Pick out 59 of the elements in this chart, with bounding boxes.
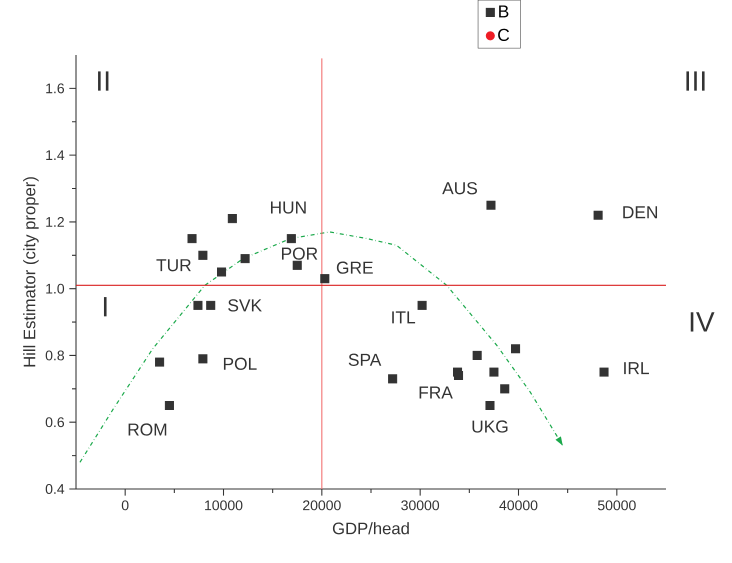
annotation: DEN (623, 206, 658, 218)
point (286, 234, 296, 244)
x-tick-label: 20000 (303, 500, 341, 510)
point (155, 358, 164, 367)
point (206, 300, 216, 310)
point (489, 368, 498, 377)
y-tick-label: 0.8 (46, 350, 64, 360)
x-axis-title: GDP/head (332, 522, 409, 534)
point (193, 300, 202, 310)
point (600, 368, 609, 377)
point (216, 267, 226, 277)
y-tick-label: 1.6 (46, 83, 64, 94)
annotation: POL (224, 358, 257, 370)
point (164, 400, 174, 410)
annotation: SPA (348, 354, 382, 366)
annotation: POR (282, 247, 318, 260)
point (292, 260, 302, 270)
annotation: II (98, 71, 108, 91)
annotation: ROM (128, 423, 166, 436)
text: IV (690, 312, 714, 332)
annotation: TUR (156, 259, 191, 272)
x-tick-label: 40000 (499, 500, 538, 510)
annotation: AUS (442, 182, 477, 194)
point (485, 400, 495, 410)
x-tick-label: 0 (122, 500, 129, 510)
annotation: GRE (336, 262, 373, 274)
legend-label: C (498, 28, 510, 41)
annotation: I (104, 297, 107, 316)
text: III (686, 71, 705, 91)
point (240, 254, 250, 264)
y-axis-title: Hill Estimator (city proper) (23, 177, 39, 366)
point (320, 274, 330, 284)
annotation: HUN (270, 202, 306, 214)
annotation: IRL (624, 362, 649, 374)
y-tick-label: 0.6 (46, 417, 64, 428)
x-tick-label: 50000 (598, 500, 636, 510)
point (511, 344, 520, 354)
annotation: FRA (420, 386, 453, 398)
annotation: SVK (228, 299, 262, 312)
y-tick-label: 1.4 (46, 150, 64, 160)
y-tick-label: 1.0 (46, 284, 64, 294)
point (500, 384, 510, 394)
y-tick-label: 0.4 (46, 484, 64, 494)
point (486, 200, 496, 210)
point (187, 234, 197, 244)
point (418, 300, 427, 310)
point (594, 210, 603, 220)
x-tick-label: 30000 (401, 500, 440, 510)
x-tick-label: 10000 (205, 500, 242, 510)
point (388, 374, 398, 384)
point (228, 214, 237, 224)
point (472, 350, 482, 360)
legend-label: B (499, 5, 508, 18)
y-tick-label: 1.2 (46, 217, 64, 227)
point (198, 354, 208, 364)
point (454, 370, 464, 380)
point (198, 250, 208, 260)
annotation: ITL (392, 311, 416, 324)
annotation: UKG (472, 420, 508, 433)
